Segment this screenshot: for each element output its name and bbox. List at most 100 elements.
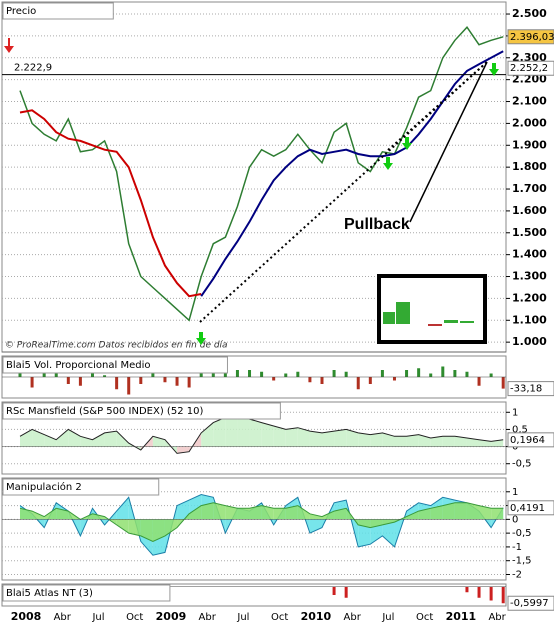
- area-segment: [92, 432, 105, 447]
- trend-line: [387, 61, 488, 151]
- inset-bar: [396, 302, 410, 324]
- area-segment: [20, 429, 33, 447]
- area-segment: [128, 519, 141, 536]
- x-tick-label: Jul: [91, 612, 104, 623]
- price-line: [19, 26, 504, 322]
- bar: [489, 586, 493, 601]
- area-segment: [56, 508, 69, 520]
- area-segment: [430, 505, 443, 520]
- bar: [441, 366, 445, 377]
- bar: [175, 377, 179, 386]
- y-tick-label: 1.200: [512, 291, 547, 304]
- area-segment: [394, 436, 407, 447]
- value-box: [507, 60, 554, 76]
- value-label: 0,1964: [510, 435, 545, 446]
- bar: [501, 377, 505, 389]
- x-tick-label: Oct: [126, 612, 143, 623]
- y-tick-label: 1: [512, 487, 518, 498]
- bar: [260, 371, 264, 377]
- bar: [42, 373, 46, 377]
- area-segment: [309, 519, 322, 534]
- bar: [151, 371, 155, 377]
- y-tick-label: 1.400: [512, 248, 547, 261]
- y-tick-label: 2.200: [512, 73, 547, 86]
- y-tick-label: -1: [512, 542, 522, 553]
- y-tick-label: 1.800: [512, 160, 547, 173]
- title-box: [2, 478, 160, 496]
- value-box: [507, 381, 554, 397]
- bar: [103, 375, 107, 377]
- area-segment: [466, 438, 480, 447]
- x-tick-label: 2009: [156, 610, 187, 623]
- y-tick-label: 1: [512, 407, 518, 418]
- area-segment: [273, 508, 286, 520]
- area-segment: [382, 519, 395, 525]
- area-segment: [213, 502, 226, 520]
- value-label: 2.396,03: [510, 32, 554, 43]
- bar: [235, 370, 239, 377]
- bar: [54, 371, 58, 377]
- bar: [417, 368, 421, 377]
- x-tick-label: Abr: [344, 612, 362, 623]
- bar: [332, 586, 336, 595]
- area-segment: [454, 436, 467, 447]
- y-tick-label: 2.100: [512, 95, 547, 108]
- bar: [223, 373, 227, 377]
- x-tick-label: Jul: [381, 612, 394, 623]
- value-label: 2.252,2: [510, 63, 548, 74]
- pointer: [409, 61, 488, 223]
- panel-title: Precio: [6, 6, 36, 17]
- area-segment: [104, 431, 117, 447]
- bar: [356, 377, 360, 390]
- y-tick-label: 1.900: [512, 138, 547, 151]
- area-segment: [454, 502, 467, 520]
- area-segment: [225, 415, 238, 447]
- x-tick-label: 2011: [446, 610, 477, 623]
- bar: [187, 377, 191, 388]
- indicator-line: [19, 415, 504, 454]
- area-segment: [92, 513, 105, 520]
- y-tick-label: -0,5: [512, 459, 532, 470]
- area-segment: [285, 505, 298, 520]
- area-segment: [466, 502, 480, 520]
- bar: [272, 377, 276, 381]
- bar: [405, 370, 409, 377]
- panel-title: Manipulación 2: [6, 481, 82, 493]
- area-segment: [370, 519, 383, 528]
- value-box: [507, 29, 554, 45]
- bar: [344, 371, 348, 377]
- green-arrow: [383, 157, 393, 170]
- panel-title: RSc Mansfield (S&P 500 INDEX) (52 10): [6, 406, 203, 417]
- bar: [139, 377, 143, 384]
- area-segment: [346, 429, 359, 447]
- area-segment: [358, 432, 371, 447]
- y-tick-label: -0,5: [512, 528, 532, 539]
- bar: [429, 373, 433, 377]
- area-segment: [164, 519, 178, 536]
- area-segment: [491, 508, 504, 520]
- area-segment: [140, 519, 153, 542]
- area-segment: [358, 519, 371, 528]
- bar: [380, 370, 384, 377]
- panel-title: Blai5 Vol. Proporcional Medio: [6, 360, 150, 371]
- inset-bar: [428, 324, 442, 326]
- area-segment: [442, 436, 455, 447]
- x-tick-label: Abr: [54, 612, 72, 623]
- y-tick-label: 1.300: [512, 270, 547, 283]
- area-segment: [442, 502, 455, 520]
- x-tick-label: 2010: [301, 610, 332, 623]
- inset: [377, 274, 487, 344]
- area-segment: [479, 505, 492, 520]
- area-segment: [56, 429, 69, 447]
- inset-bar: [383, 312, 395, 324]
- x-tick-label: Oct: [416, 612, 433, 623]
- bar: [344, 586, 348, 598]
- value-label: -33,18: [510, 384, 542, 395]
- bar: [453, 370, 457, 377]
- area-segment: [189, 505, 202, 520]
- area-segment: [418, 508, 431, 520]
- area-segment: [44, 508, 57, 520]
- green-arrow: [402, 137, 412, 150]
- bar: [477, 586, 481, 598]
